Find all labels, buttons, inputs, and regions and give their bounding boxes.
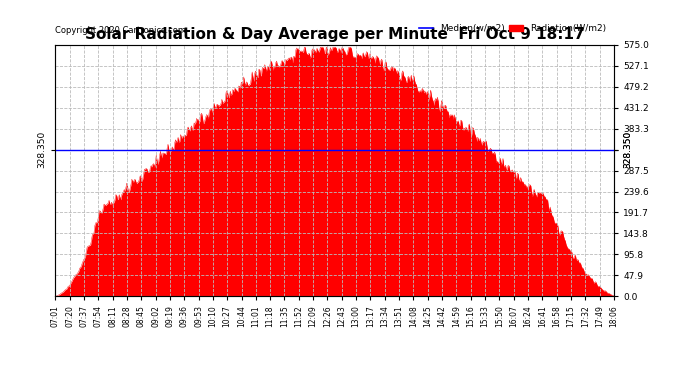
- Title: Solar Radiation & Day Average per Minute  Fri Oct 9 18:17: Solar Radiation & Day Average per Minute…: [85, 27, 584, 42]
- Text: Copyright 2020 Cartronics.com: Copyright 2020 Cartronics.com: [55, 26, 186, 35]
- Legend: Median(w/m2), Radiation(W/m2): Median(w/m2), Radiation(W/m2): [415, 21, 609, 37]
